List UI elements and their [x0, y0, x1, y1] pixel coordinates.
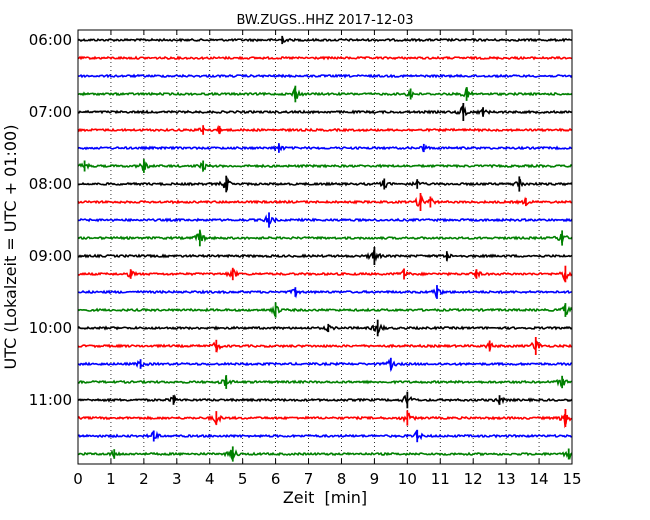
y-tick-label: 11:00	[29, 391, 72, 409]
trace-08:45	[77, 231, 573, 244]
trace-10:30	[77, 358, 573, 373]
x-tick-label: 10	[398, 470, 417, 488]
trace-06:00	[77, 37, 573, 43]
trace-06:30	[77, 73, 573, 79]
y-tick-label: 07:00	[29, 103, 72, 121]
trace-09:00	[77, 250, 573, 263]
x-tick-label: 15	[562, 470, 581, 488]
x-tick-label: 5	[238, 470, 248, 488]
trace-11:45	[77, 449, 573, 461]
y-axis-label: UTC (Lokalzeit = UTC + 01:00)	[1, 125, 20, 370]
trace-07:45	[77, 161, 573, 173]
trace-11:30	[77, 429, 573, 441]
trace-09:45	[77, 304, 573, 317]
trace-08:15	[77, 194, 573, 207]
x-axis-label: Zeit [min]	[283, 488, 367, 507]
trace-11:00	[77, 394, 573, 406]
trace-08:30	[77, 214, 573, 225]
trace-07:30	[77, 142, 573, 153]
x-tick-label: 6	[271, 470, 281, 488]
x-tick-label: 11	[431, 470, 450, 488]
x-axis: 0 1 2 3 4 5 6 7 8 9 10 11 12 13 14 15	[73, 30, 582, 488]
x-tick-label: 14	[530, 470, 549, 488]
y-tick-label: 08:00	[29, 175, 72, 193]
trace-10:45	[77, 375, 573, 387]
x-tick-label: 2	[139, 470, 149, 488]
trace-11:15	[77, 412, 573, 429]
trace-06:15	[77, 55, 573, 61]
trace-10:15	[77, 340, 573, 354]
traces	[77, 35, 573, 462]
x-tick-label: 7	[304, 470, 314, 488]
y-tick-label: 06:00	[29, 31, 72, 49]
x-tick-label: 8	[337, 470, 347, 488]
x-tick-label: 13	[497, 470, 516, 488]
x-tick-label: 4	[205, 470, 215, 488]
trace-07:15	[77, 124, 573, 134]
x-tick-label: 12	[464, 470, 483, 488]
trace-08:00	[77, 176, 573, 191]
x-tick-label: 1	[106, 470, 116, 488]
plot-frame	[77, 29, 573, 465]
grid	[110, 30, 540, 464]
x-tick-label: 0	[73, 470, 83, 488]
y-tick-label: 09:00	[29, 247, 72, 265]
y-axis: 06:00 07:00 08:00 09:00 10:00 11:00	[29, 31, 572, 409]
trace-09:30	[77, 287, 573, 299]
chart-title: BW.ZUGS..HHZ 2017-12-03	[236, 13, 413, 28]
y-tick-label: 10:00	[29, 319, 72, 337]
x-tick-label: 9	[370, 470, 380, 488]
x-tick-label: 3	[172, 470, 182, 488]
trace-06:45	[77, 86, 573, 99]
trace-10:00	[77, 323, 573, 336]
trace-07:00	[77, 105, 573, 117]
trace-09:15	[77, 268, 573, 282]
